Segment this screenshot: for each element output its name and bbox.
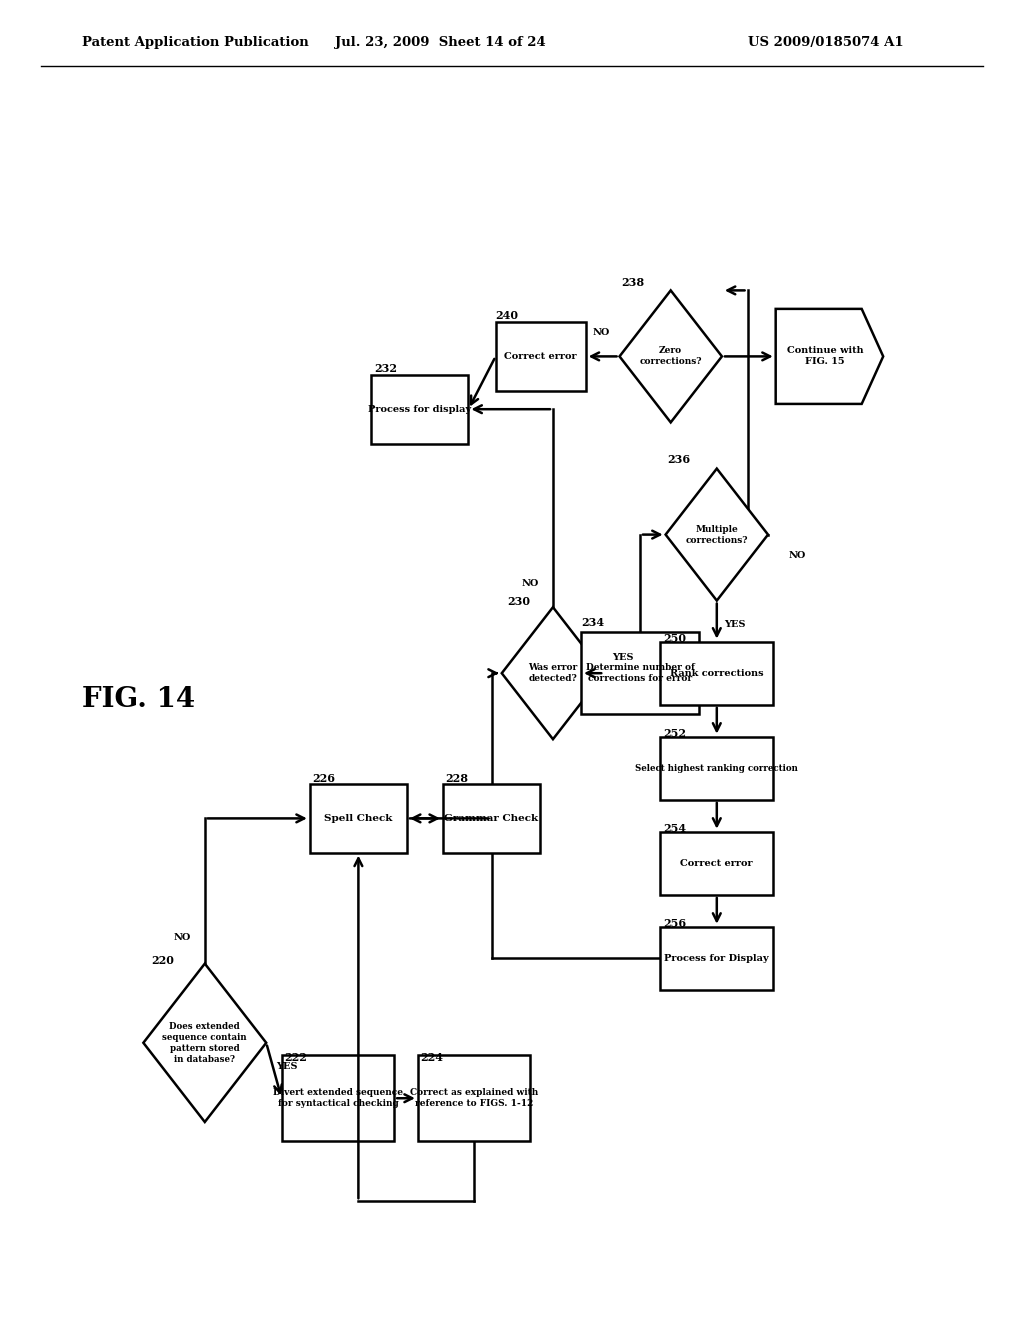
Text: Correct as explained with
reference to FIGS. 1-12: Correct as explained with reference to F… (410, 1088, 539, 1109)
Text: 236: 236 (668, 454, 691, 465)
Bar (442, 784, 541, 853)
Bar (282, 1056, 394, 1140)
Text: Does extended
sequence contain
pattern stored
in database?: Does extended sequence contain pattern s… (163, 1022, 247, 1064)
Text: FIG. 14: FIG. 14 (82, 686, 195, 713)
Text: Process for display: Process for display (369, 405, 471, 413)
Text: 228: 228 (445, 774, 468, 784)
Text: 254: 254 (664, 824, 687, 834)
Text: Grammar Check: Grammar Check (444, 814, 539, 822)
Polygon shape (620, 290, 722, 422)
Text: 226: 226 (312, 774, 335, 784)
Text: Continue with
FIG. 15: Continue with FIG. 15 (786, 346, 863, 367)
Text: NO: NO (788, 552, 805, 560)
Text: Correct error: Correct error (505, 352, 577, 360)
Polygon shape (666, 469, 768, 601)
Polygon shape (502, 607, 604, 739)
Text: 234: 234 (582, 618, 605, 628)
Text: NO: NO (174, 933, 190, 941)
Text: NO: NO (593, 329, 609, 337)
Text: 252: 252 (664, 729, 686, 739)
Bar (496, 322, 586, 391)
Text: Patent Application Publication: Patent Application Publication (82, 36, 308, 49)
Text: 238: 238 (622, 277, 645, 288)
Text: YES: YES (276, 1063, 297, 1071)
Text: Was error
detected?: Was error detected? (528, 663, 578, 684)
Text: 240: 240 (496, 310, 518, 321)
Text: 256: 256 (664, 919, 687, 929)
Text: US 2009/0185074 A1: US 2009/0185074 A1 (748, 36, 903, 49)
Text: 224: 224 (420, 1052, 442, 1063)
Text: NO: NO (522, 579, 539, 587)
Bar (660, 832, 773, 895)
Text: 250: 250 (664, 634, 686, 644)
Bar (418, 1056, 530, 1140)
Text: Divert extended sequence
for syntactical checking: Divert extended sequence for syntactical… (273, 1088, 402, 1109)
Text: 230: 230 (507, 597, 529, 607)
Polygon shape (143, 964, 266, 1122)
Bar (309, 784, 407, 853)
Text: 232: 232 (374, 363, 396, 374)
Bar (660, 737, 773, 800)
Text: Determine number of
corrections for error: Determine number of corrections for erro… (586, 663, 694, 684)
Text: Process for Display: Process for Display (665, 954, 769, 962)
Bar (582, 632, 698, 714)
Text: 220: 220 (152, 956, 174, 966)
Text: 222: 222 (285, 1052, 307, 1063)
Text: Rank corrections: Rank corrections (670, 669, 764, 677)
Text: Multiple
corrections?: Multiple corrections? (685, 524, 749, 545)
Text: Jul. 23, 2009  Sheet 14 of 24: Jul. 23, 2009 Sheet 14 of 24 (335, 36, 546, 49)
Text: YES: YES (612, 653, 633, 661)
Text: YES: YES (725, 620, 745, 628)
Bar (660, 642, 773, 705)
Bar (660, 927, 773, 990)
Bar (371, 375, 469, 444)
Text: Spell Check: Spell Check (325, 814, 392, 822)
Text: Zero
corrections?: Zero corrections? (639, 346, 702, 367)
Polygon shape (776, 309, 883, 404)
Text: Select highest ranking correction: Select highest ranking correction (635, 764, 799, 772)
Text: Correct error: Correct error (681, 859, 753, 867)
